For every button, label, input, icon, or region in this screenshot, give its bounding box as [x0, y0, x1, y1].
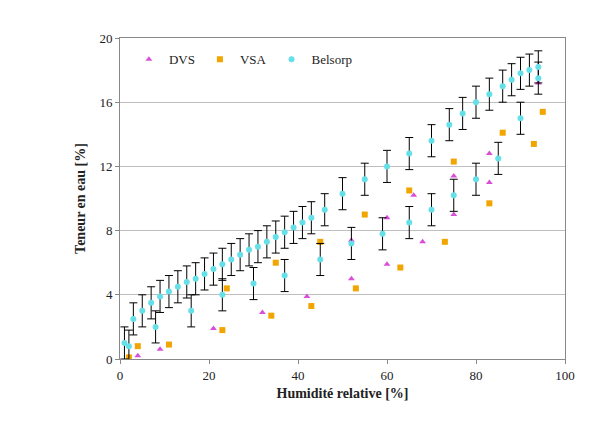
svg-text:80: 80 [470, 368, 483, 383]
svg-text:20: 20 [203, 368, 216, 383]
svg-text:8: 8 [106, 223, 113, 238]
svg-text:DVS: DVS [169, 52, 195, 67]
svg-text:VSA: VSA [240, 52, 267, 67]
svg-text:20: 20 [99, 31, 112, 46]
svg-text:0: 0 [106, 352, 113, 367]
svg-text:4: 4 [106, 287, 113, 302]
svg-text:Belsorp: Belsorp [312, 52, 352, 67]
svg-text:Humidité relative [%]: Humidité relative [%] [277, 386, 409, 401]
svg-text:12: 12 [99, 159, 112, 174]
svg-text:Teneur en eau [%]: Teneur en eau [%] [73, 143, 88, 254]
svg-text:40: 40 [292, 368, 305, 383]
svg-text:100: 100 [555, 368, 575, 383]
svg-text:16: 16 [99, 95, 113, 110]
svg-text:60: 60 [381, 368, 394, 383]
svg-text:0: 0 [117, 368, 124, 383]
